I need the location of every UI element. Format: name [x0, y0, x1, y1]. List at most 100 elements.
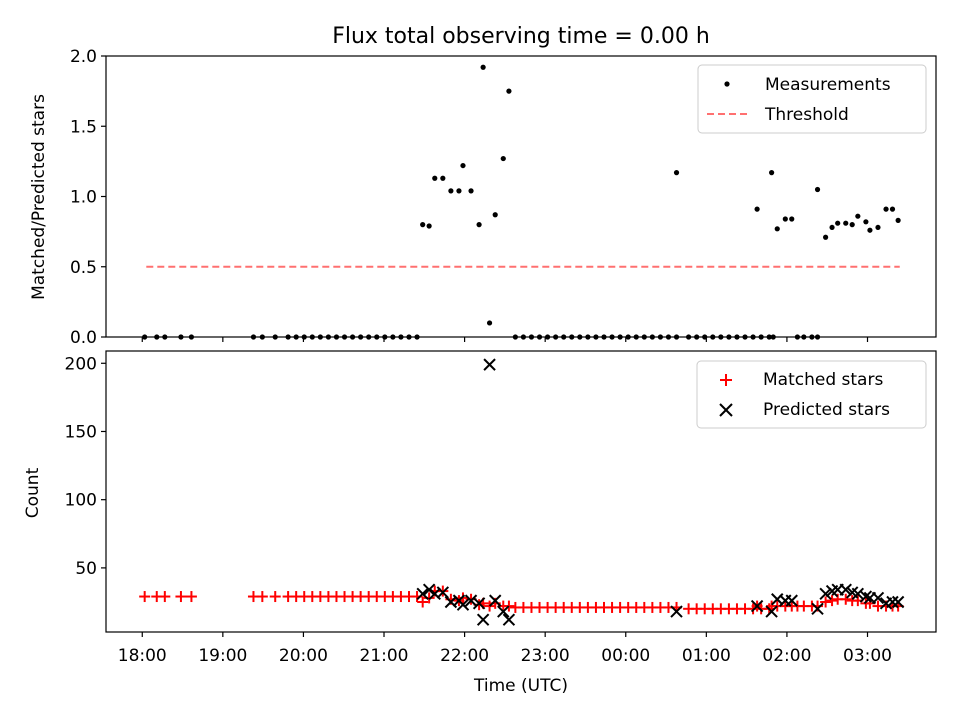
top-legend: Measurements Threshold: [697, 64, 927, 134]
measurement-point: [754, 206, 760, 212]
measurement-point: [492, 212, 498, 218]
predicted-stars-point: [839, 583, 852, 596]
x-tick-label: 21:00: [360, 646, 409, 666]
legend-label-matched: Matched stars: [763, 370, 883, 390]
y-tick-label: 150: [65, 422, 97, 442]
predicted-stars-point: [502, 613, 516, 626]
predicted-stars-point: [750, 599, 764, 613]
matched-stars-point: [503, 600, 515, 612]
measurement-point: [774, 226, 780, 232]
predicted-stars-point: [436, 586, 450, 599]
top-x-axis-ticks: [141, 337, 869, 342]
top-legend-box: [697, 64, 927, 134]
predicted-stars-point: [819, 587, 832, 601]
matched-stars-point: [820, 596, 832, 608]
measurement-point: [420, 222, 426, 228]
y-tick-label: 2.0: [70, 47, 97, 67]
measurement-point: [506, 88, 512, 94]
x-tick-label: 01:00: [682, 646, 731, 666]
measurement-point: [883, 206, 889, 212]
matched-stars-point: [484, 600, 496, 612]
measurement-point: [782, 216, 788, 222]
measurement-point: [500, 155, 506, 162]
bottom-x-axis: 18:00 19:00 20:00 21:00 22:00 23:00 00:00 01:00…: [118, 632, 892, 666]
predicted-stars-point: [497, 605, 510, 618]
measurement-point: [448, 188, 454, 194]
measurement-point: [889, 206, 896, 212]
measurement-point: [460, 162, 466, 169]
measurement-point: [829, 224, 835, 231]
predicted-stars-point: [489, 594, 502, 607]
predicted-stars-point: [416, 587, 429, 601]
matched-stars-point: [256, 591, 268, 603]
measurement-point: [855, 213, 861, 219]
predicted-stars-point: [765, 605, 778, 618]
measurement-point: [673, 170, 680, 176]
measurement-point: [843, 220, 849, 226]
legend-marker-measurements: [724, 81, 730, 87]
y-tick-label: 100: [65, 491, 97, 511]
matched-stars-point: [826, 595, 838, 607]
matched-stars-point: [159, 591, 171, 603]
predicted-stars-point: [456, 598, 470, 611]
y-tick-label: 0.0: [70, 328, 97, 348]
y-tick-label: 200: [65, 354, 97, 374]
predicted-stars-point: [422, 583, 436, 596]
measurement-point: [875, 224, 881, 231]
bottom-y-axis: 50 100 150 200: [65, 354, 106, 579]
x-tick-label: 22:00: [440, 646, 489, 666]
measurement-point: [849, 222, 855, 228]
y-tick-label: 1.5: [70, 117, 97, 137]
legend-label-predicted: Predicted stars: [763, 400, 890, 420]
matched-stars-point: [269, 591, 281, 603]
bottom-ylabel: Count: [23, 467, 43, 518]
predicted-stars-point: [859, 590, 873, 603]
matched-stars-point: [175, 591, 187, 603]
bottom-panel: Count 50 100 150 200 18:00 19:00 20:00 21:00 22…: [23, 350, 937, 696]
legend-marker-predicted: [719, 403, 733, 417]
bottom-axes-frame: [105, 350, 937, 633]
predicted-stars-point: [851, 587, 865, 601]
measurement-point: [440, 175, 446, 181]
measurement-point: [789, 216, 795, 222]
predicted-stars-point: [483, 358, 496, 371]
measurement-point: [867, 227, 873, 233]
y-tick-label: 0.5: [70, 258, 97, 278]
bottom-xlabel: Time (UTC): [473, 676, 568, 696]
measurement-point: [895, 217, 901, 223]
predicted-stars-point: [464, 594, 478, 607]
matched-stars-point: [139, 591, 151, 603]
matched-stars-point: [840, 593, 852, 605]
measurement-point: [476, 222, 482, 228]
measurement-point: [426, 223, 432, 229]
x-tick-label: 03:00: [843, 646, 892, 666]
predicted-stars-point: [871, 591, 885, 605]
measurement-point: [468, 188, 474, 194]
measurement-point: [835, 220, 841, 226]
predicted-stars-point: [476, 613, 490, 626]
x-tick-label: 18:00: [118, 646, 167, 666]
predicted-stars-point: [670, 605, 683, 618]
bottom-legend: Matched stars Predicted stars: [696, 360, 927, 429]
predicted-stars-point: [886, 595, 899, 609]
predicted-stars-point: [811, 602, 824, 616]
measurement-point: [456, 188, 462, 194]
top-y-axis: 0.0 0.5 1.0 1.5 2.0: [70, 47, 106, 348]
legend-label-measurements: Measurements: [765, 75, 891, 95]
chart-title: Flux total observing time = 0.00 h: [332, 24, 710, 49]
legend-label-threshold: Threshold: [764, 105, 849, 125]
measurement-point: [432, 175, 438, 181]
matched-stars-point: [417, 596, 429, 608]
measurement-point: [814, 186, 821, 193]
top-panel: Matched/Predicted stars 0.00.51.01.52.0 …: [29, 47, 937, 348]
measurement-point: [486, 320, 493, 326]
y-tick-label: 1.0: [70, 188, 97, 208]
bottom-legend-box: [696, 360, 927, 429]
matched-stars-point: [185, 591, 197, 603]
x-tick-label: 00:00: [601, 646, 650, 666]
predicted-stars-point: [891, 595, 905, 609]
measurement-point: [863, 219, 869, 225]
y-tick-label: 50: [75, 559, 97, 579]
x-tick-label: 02:00: [762, 646, 811, 666]
